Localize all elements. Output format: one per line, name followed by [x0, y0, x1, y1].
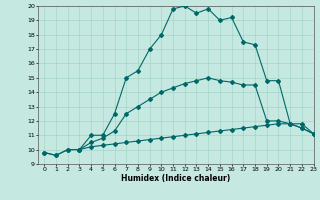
X-axis label: Humidex (Indice chaleur): Humidex (Indice chaleur) [121, 174, 231, 183]
